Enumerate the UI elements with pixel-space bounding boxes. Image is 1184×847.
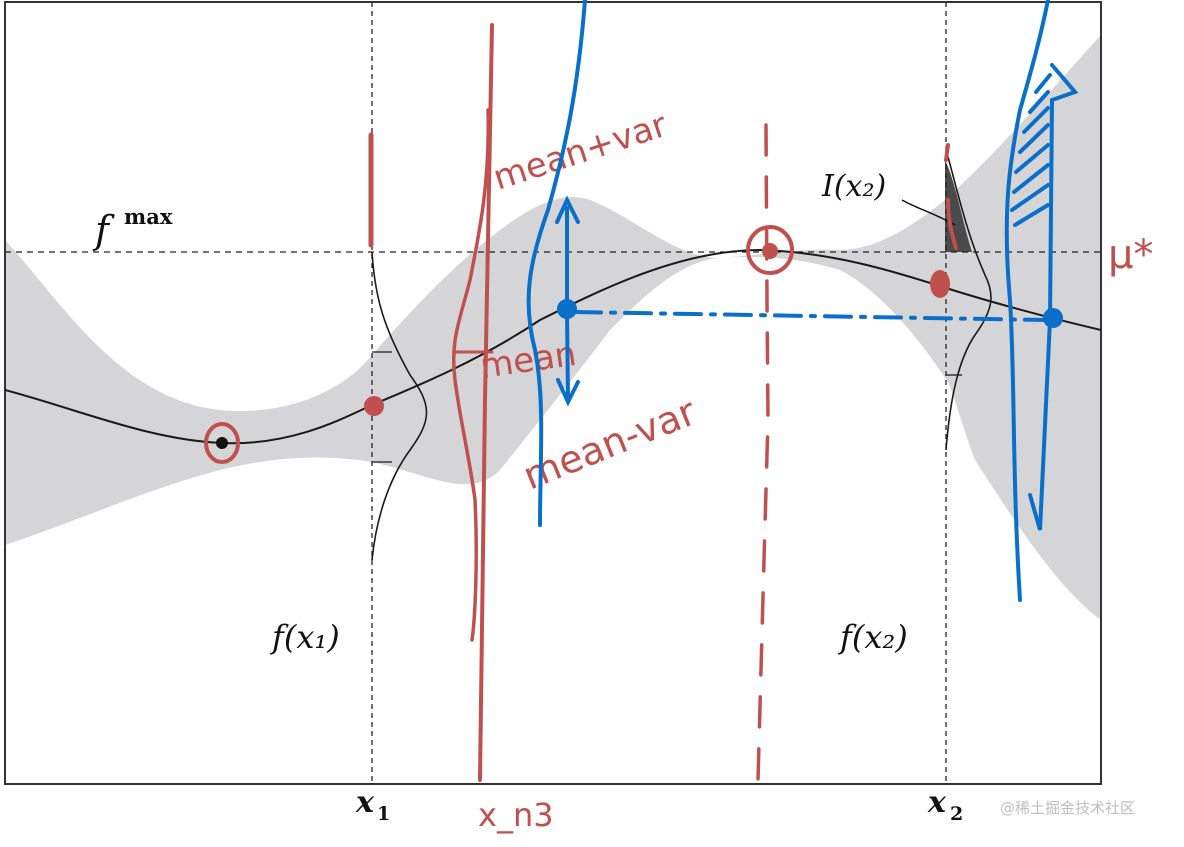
- red-annotations: [204, 23, 958, 782]
- plot-frame: [4, 1, 1102, 785]
- x1-axis-label: x: [355, 785, 375, 820]
- improvement-label: I(x₂): [821, 169, 886, 204]
- gaussian-x1: [371, 251, 428, 561]
- blue-dash-dot-line: [573, 310, 1047, 322]
- uncertainty-band: [5, 35, 1101, 620]
- x1-axis-subscript: 1: [377, 803, 390, 825]
- blue-arrow-down: [556, 310, 580, 407]
- red-circle-max: [746, 225, 794, 275]
- blue-right-outline: [1028, 63, 1079, 531]
- blue-right-distribution: [1004, 0, 1050, 602]
- x2-axis-label: x: [927, 785, 947, 820]
- blue-dot-left: [557, 299, 577, 319]
- blue-dot-right: [1043, 308, 1063, 328]
- blue-arrow-up: [555, 195, 580, 307]
- blue-hatching: [1010, 73, 1052, 227]
- annotation-mean-plus-var: mean+var: [488, 105, 671, 199]
- annotation-x-n3: x_n3: [478, 796, 554, 834]
- x2-axis-subscript: 2: [950, 803, 963, 825]
- red-distribution-curve: [451, 108, 490, 642]
- fmax-superscript: max: [124, 204, 173, 229]
- fmax-label: f: [92, 208, 115, 252]
- fx1-label: f(x₁): [270, 618, 340, 656]
- annotation-mu-star: μ*: [1108, 232, 1153, 278]
- fx2-label: f(x₂): [838, 618, 908, 656]
- red-dot-x2: [930, 270, 950, 298]
- red-circle-min: [204, 422, 240, 464]
- red-dot-x1: [364, 396, 384, 416]
- red-dot-max: [762, 243, 778, 259]
- red-mark-x2: [944, 143, 958, 250]
- red-xstar-line: [756, 123, 770, 782]
- gaussian-x2: [945, 149, 992, 451]
- red-xn3-line: [478, 23, 494, 782]
- watermark: @稀土掘金技术社区: [1000, 799, 1136, 817]
- minimum-point: [216, 437, 228, 449]
- blue-left-distribution: [526, 0, 587, 527]
- blue-annotations: [526, 0, 1079, 602]
